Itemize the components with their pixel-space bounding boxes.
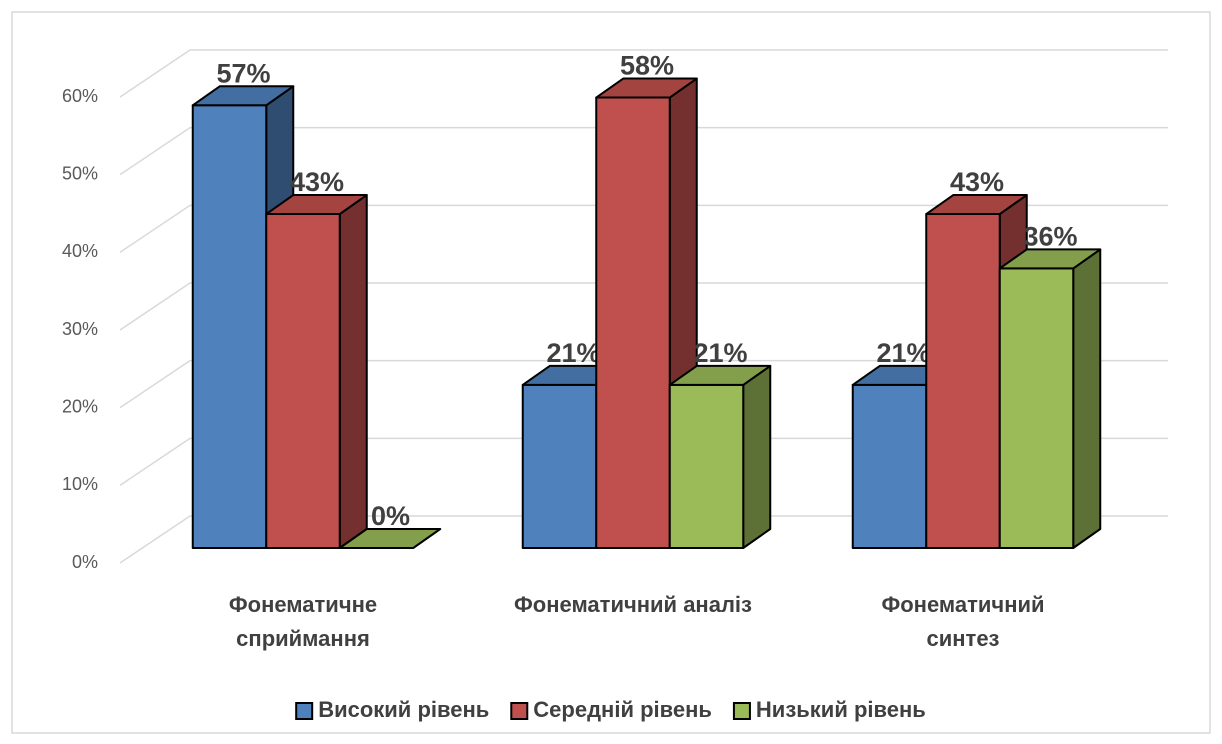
grid-line — [119, 282, 1168, 331]
bar — [668, 364, 772, 549]
y-tick-label: 50% — [62, 163, 98, 183]
legend-swatch — [732, 702, 751, 720]
bar-front — [668, 383, 745, 549]
bar — [265, 194, 368, 549]
y-tick-label: 20% — [62, 396, 98, 416]
bar-top — [998, 248, 1102, 270]
bar-front — [521, 383, 598, 549]
legend-swatch — [295, 702, 314, 720]
value-label: 43% — [290, 167, 344, 197]
bar-top — [668, 364, 772, 386]
value-label: 58% — [620, 51, 674, 81]
value-label: 21% — [546, 338, 600, 368]
y-tick-label: 30% — [62, 319, 98, 339]
bar-top — [191, 85, 295, 107]
grid-line — [119, 204, 1168, 253]
grid-line — [119, 515, 1168, 564]
x-tick-label: Фонематичний аналіз — [514, 592, 752, 617]
value-label: 43% — [950, 167, 1004, 197]
bar-side — [1072, 248, 1102, 549]
bar-front — [595, 96, 671, 549]
bar — [338, 528, 442, 549]
grid-line — [119, 437, 1168, 486]
legend-label: Високий рівень — [318, 697, 489, 722]
bar-top — [925, 194, 1028, 216]
bar-front — [851, 383, 928, 549]
x-tick-label: Фонематичний синтез — [881, 592, 1045, 651]
bar-front — [265, 213, 341, 549]
y-tick-label: 10% — [62, 474, 98, 494]
bar-front — [925, 213, 1001, 549]
y-tick-label: 0% — [72, 552, 98, 572]
bar-side — [742, 364, 772, 549]
grid-line — [119, 49, 1168, 98]
y-tick-label: 60% — [62, 86, 98, 106]
bar-top — [338, 528, 442, 549]
bar-front — [998, 267, 1075, 549]
value-label: 0% — [371, 501, 410, 531]
value-label: 21% — [876, 338, 930, 368]
bar-side — [338, 194, 368, 549]
grid-line — [119, 359, 1168, 409]
value-label: 36% — [1023, 222, 1077, 252]
bar-top — [595, 77, 698, 99]
bar-front — [191, 104, 268, 549]
value-label: 21% — [693, 338, 747, 368]
legend-label: Низький рівень — [756, 697, 926, 722]
y-tick-label: 40% — [62, 241, 98, 261]
legend-swatch — [510, 702, 529, 720]
value-label: 57% — [216, 58, 270, 88]
bar-top — [265, 194, 368, 216]
grid-line — [119, 126, 1168, 176]
legend-label: Середній рівень — [533, 697, 712, 722]
bar — [998, 248, 1102, 549]
x-tick-label: Фонематичне сприймання — [228, 592, 378, 651]
